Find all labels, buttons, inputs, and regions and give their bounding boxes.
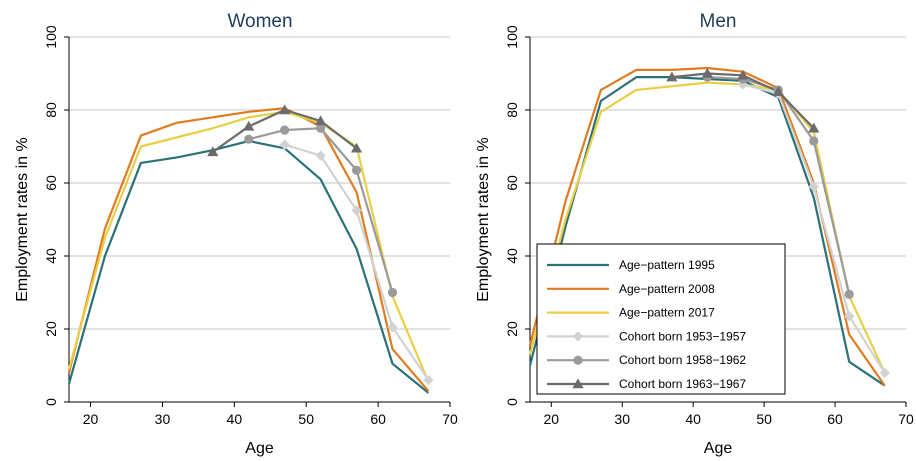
data-point xyxy=(423,374,434,386)
data-point xyxy=(351,165,362,175)
legend-entry: Cohort born 1958−1962 xyxy=(619,353,746,367)
y-tick-label: 40 xyxy=(504,248,520,264)
y-tick-label: 100 xyxy=(504,25,520,49)
series-line xyxy=(67,107,430,392)
series-line xyxy=(284,143,430,381)
series-line xyxy=(67,110,430,383)
y-axis-label: Employment rates in % xyxy=(14,137,31,302)
data-point xyxy=(879,367,890,378)
data-point xyxy=(809,136,819,146)
legend-entry: Cohort born 1963−1967 xyxy=(619,377,746,391)
series-line xyxy=(528,81,886,374)
x-axis-label: Age xyxy=(704,440,733,457)
y-tick-label: 60 xyxy=(43,175,59,191)
x-tick-label: 30 xyxy=(614,411,630,427)
chart-panel-women: 0 20 40 60 80 100 20 30 40 50 60 70 Women Age Employme… xyxy=(14,11,458,457)
legend-entry: Age−pattern 2008 xyxy=(619,282,715,296)
y-tick-label: 60 xyxy=(504,175,520,191)
y-tick-label: 20 xyxy=(43,321,59,337)
data-point xyxy=(844,289,854,299)
x-tick-label: 70 xyxy=(898,411,914,427)
y-tick-label: 0 xyxy=(504,398,520,406)
data-point xyxy=(315,115,327,126)
x-tick-label: 20 xyxy=(83,411,99,427)
chart-panel-men: 0 20 40 60 80 100 20 30 40 50 60 70 Men Age Employment… xyxy=(475,11,914,457)
x-tick-label: 60 xyxy=(827,411,843,427)
chart-title: Women xyxy=(227,11,292,32)
x-tick-label: 50 xyxy=(756,411,772,427)
x-tick-label: 60 xyxy=(370,411,386,427)
data-point xyxy=(316,123,326,133)
legend-marker xyxy=(573,355,583,365)
y-axis-label: Employment rates in % xyxy=(475,137,492,302)
legend-marker xyxy=(572,378,584,389)
legend-marker xyxy=(572,331,584,342)
x-tick-label: 20 xyxy=(543,411,559,427)
y-tick-label: 0 xyxy=(43,398,59,406)
x-tick-label: 30 xyxy=(155,411,171,427)
data-point xyxy=(387,287,398,298)
x-tick-label: 70 xyxy=(442,411,458,427)
data-point xyxy=(844,311,855,322)
x-tick-label: 50 xyxy=(298,411,314,427)
y-tick-label: 40 xyxy=(43,248,59,264)
data-point xyxy=(279,104,291,115)
chart-title: Men xyxy=(700,11,737,32)
data-point xyxy=(387,321,398,333)
data-point xyxy=(701,67,713,78)
data-point xyxy=(243,120,255,131)
data-point xyxy=(666,71,678,82)
data-point xyxy=(280,125,290,135)
data-point xyxy=(808,181,819,192)
legend-box xyxy=(536,243,786,395)
y-tick-label: 80 xyxy=(504,102,520,118)
data-point xyxy=(350,142,363,153)
data-point xyxy=(315,150,326,161)
y-tick-label: 20 xyxy=(504,321,520,337)
data-point xyxy=(207,146,219,157)
data-point xyxy=(808,122,820,133)
data-point xyxy=(737,69,749,80)
data-point xyxy=(244,134,254,144)
legend-entry: Cohort born 1953−1957 xyxy=(619,329,746,343)
y-tick-label: 100 xyxy=(43,25,59,49)
legend-entry: Age−pattern 2017 xyxy=(619,306,715,320)
x-axis-label: Age xyxy=(245,440,274,457)
x-tick-label: 40 xyxy=(685,411,701,427)
x-tick-label: 40 xyxy=(227,411,243,427)
y-tick-label: 80 xyxy=(43,102,59,118)
data-point xyxy=(772,86,784,96)
data-point xyxy=(351,205,362,216)
data-point xyxy=(279,139,290,150)
legend-entry: Age−pattern 1995 xyxy=(619,258,715,272)
